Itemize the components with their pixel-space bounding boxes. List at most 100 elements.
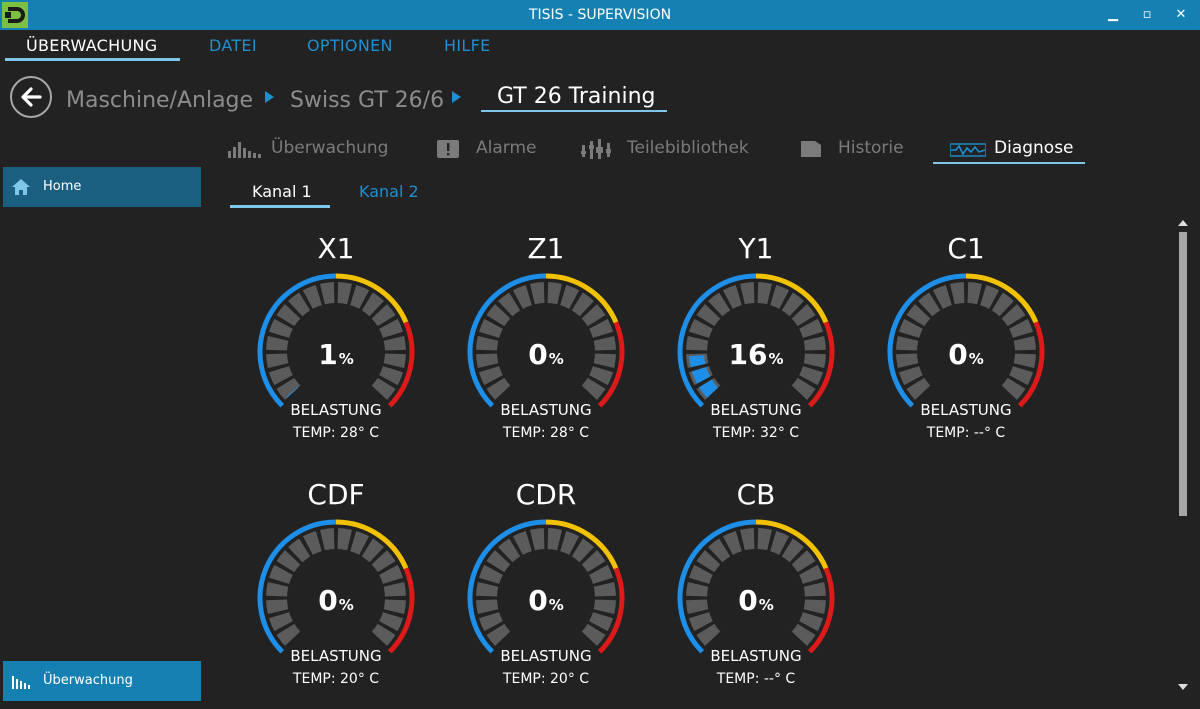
gauge-value: 0% [886,338,1046,371]
gauge-range-arc [597,567,625,654]
gauge-segment [757,528,772,551]
gauge-segment [498,538,521,563]
gauge-load-label: BELASTUNG [710,647,802,665]
menu-ueberwachung[interactable]: ÜBERWACHUNG [26,36,158,55]
menu-datei[interactable]: DATEI [209,36,257,55]
gauge-segment [320,528,335,551]
gauge-segment [896,336,919,351]
gauge-segment [686,582,709,597]
gauge-y1: Y1 16% BELASTUNG TEMP: 32° C [676,232,866,462]
gauge-segment [571,538,594,563]
gauge-segment [379,366,404,386]
gauge-load-label: BELASTUNG [500,647,592,665]
gauge-segment [320,282,335,305]
maximize-button[interactable]: ▫ [1142,7,1152,22]
gauge-segment [803,599,826,614]
scroll-down-icon[interactable] [1178,684,1188,690]
gauge-temperature: TEMP: 28° C [502,425,590,441]
gauge-axis-name: Y1 [738,232,774,265]
gauge-segment [1013,336,1036,351]
gauge-segment [696,550,721,573]
gauge-segment [589,612,614,632]
gauge-segment [530,528,545,551]
breadcrumb-item-maschine[interactable]: Maschine/Anlage [66,88,254,113]
subtab-kanal-2[interactable]: Kanal 2 [359,182,419,201]
subtab-kanal-1[interactable]: Kanal 1 [252,182,312,201]
gauge-temperature: TEMP: 20° C [292,671,380,687]
gauge-segment [696,623,721,646]
gauge-segment [379,612,404,632]
menu-hilfe[interactable]: HILFE [444,36,491,55]
gauge-range-arc [807,567,835,654]
gauge-temperature: TEMP: --° C [716,671,796,687]
gauge-range-arc [335,273,409,324]
tab-teilebibliothek[interactable]: Teilebibliothek [627,138,749,158]
gauge-value-unit: % [758,596,774,614]
bar-chart-icon [228,142,261,158]
gauge-segment [688,612,713,632]
sidebar-item-home[interactable]: Home [3,167,201,207]
breadcrumb-item-swiss[interactable]: Swiss GT 26/6 [290,88,445,113]
gauge-axis-name: Z1 [527,232,565,265]
sidebar-item-ueberwachung[interactable]: Überwachung [3,661,201,701]
gauge-segment [379,318,404,338]
gauge-segment [803,353,826,368]
gauge-range-arc [965,273,1039,324]
tab-diagnose[interactable]: Diagnose [994,138,1074,158]
gauge-segment [896,353,919,368]
gauge-segment [268,564,293,584]
gauge-segment [593,582,616,597]
bar-chart-icon [12,676,30,689]
gauge-segment [932,284,952,309]
gauge-segment [696,304,721,327]
tab-alarme[interactable]: Alarme [476,138,537,158]
gauge-level-fill [691,367,711,384]
gauge-segment [708,538,731,563]
gauge-segment [589,366,614,386]
gauge-segment [276,377,301,400]
gauge-segment [803,336,826,351]
gauge-segment [266,353,289,368]
gauge-segment [383,599,406,614]
gauge-dial [257,273,415,408]
gauge-segment [371,623,396,646]
gauge-value-unit: % [548,596,564,614]
gauge-segment [1001,377,1026,400]
gauge-range-arc [467,519,547,654]
gauge-value: 16% [676,338,836,371]
tab-historie[interactable]: Historie [838,138,904,158]
menu-optionen[interactable]: OPTIONEN [307,36,393,55]
gauge-segment [512,530,532,555]
gauge-segment [268,612,293,632]
vertical-scrollbar[interactable] [1176,218,1190,698]
gauge-segment [379,564,404,584]
gauge-load-label: BELASTUNG [710,401,802,419]
scroll-thumb[interactable] [1179,232,1187,516]
gauge-segment [361,538,384,563]
gauge-value: 0% [466,584,626,617]
scroll-up-icon[interactable] [1178,220,1188,226]
close-button[interactable]: ✕ [1175,7,1187,22]
gauge-range-arc [807,321,835,408]
gauge-segment [686,599,709,614]
gauge-segment [980,284,1000,309]
gauge-range-arc [545,273,619,324]
gauge-segment [722,530,742,555]
back-button[interactable] [10,76,52,118]
tab-ueberwachung[interactable]: Überwachung [271,138,389,158]
gauge-dial [677,519,835,654]
gauge-cb: CB 0% BELASTUNG TEMP: --° C [676,478,866,708]
gauge-segment [547,282,562,305]
gauge-value-number: 0 [948,338,968,371]
gauge-segment [688,564,713,584]
gauge-range-arc [545,519,619,570]
gauge-segment [906,377,931,400]
gauge-segment [791,304,816,327]
minimize-button[interactable]: ▁ [1108,7,1118,22]
gauge-segment [337,528,352,551]
gauge-range-arc [755,273,829,324]
gauge-range-arc [677,273,757,408]
gauge-segment [593,336,616,351]
gauge-range-arc [335,519,409,570]
gauge-segment [950,282,965,305]
